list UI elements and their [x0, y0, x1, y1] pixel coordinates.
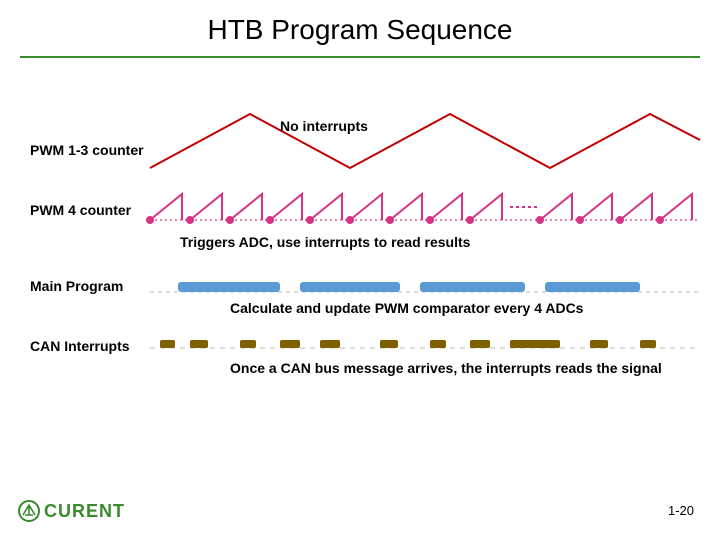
page-number: 1-20 [668, 503, 694, 518]
title-underline [20, 56, 700, 58]
main-desc: Calculate and update PWM comparator ever… [230, 300, 583, 316]
slide-title: HTB Program Sequence [0, 0, 720, 56]
logo-icon [18, 500, 40, 522]
logo: CURENT [18, 500, 125, 522]
pwm13-label: PWM 1-3 counter [30, 142, 144, 158]
pwm4-desc: Triggers ADC, use interrupts to read res… [180, 234, 470, 250]
pwm4-label: PWM 4 counter [30, 202, 131, 218]
logo-text: CURENT [44, 501, 125, 522]
pwm13-desc: No interrupts [280, 118, 368, 134]
can-desc: Once a CAN bus message arrives, the inte… [230, 360, 662, 376]
main-label: Main Program [30, 278, 123, 294]
timing-diagram: PWM 1-3 counter No interrupts PWM 4 coun… [0, 100, 720, 420]
can-label: CAN Interrupts [30, 338, 130, 354]
